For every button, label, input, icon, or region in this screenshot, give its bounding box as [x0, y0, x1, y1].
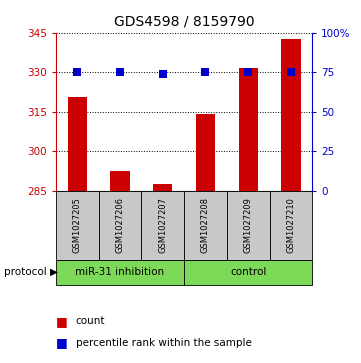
Bar	[153, 184, 172, 191]
Text: percentile rank within the sample: percentile rank within the sample	[76, 338, 252, 348]
Point	[117, 69, 123, 75]
Text: miR-31 inhibition: miR-31 inhibition	[75, 267, 165, 277]
Text: ■: ■	[56, 315, 68, 328]
Bar	[281, 39, 300, 191]
Text: ■: ■	[56, 337, 68, 350]
Point	[160, 71, 166, 77]
Text: GSM1027207: GSM1027207	[158, 197, 167, 253]
Point	[288, 69, 294, 75]
Bar	[68, 97, 87, 191]
Text: protocol ▶: protocol ▶	[4, 267, 58, 277]
Point	[245, 69, 251, 75]
Bar	[196, 114, 215, 191]
Bar	[110, 171, 130, 191]
Text: control: control	[230, 267, 266, 277]
Text: count: count	[76, 316, 105, 326]
Text: GSM1027205: GSM1027205	[73, 197, 82, 253]
Text: GSM1027210: GSM1027210	[286, 197, 295, 253]
Text: GSM1027209: GSM1027209	[244, 197, 253, 253]
Point	[203, 69, 208, 75]
Title: GDS4598 / 8159790: GDS4598 / 8159790	[114, 15, 255, 29]
Point	[74, 69, 80, 75]
Text: GSM1027208: GSM1027208	[201, 197, 210, 253]
Bar	[239, 68, 258, 191]
Text: GSM1027206: GSM1027206	[116, 197, 125, 253]
